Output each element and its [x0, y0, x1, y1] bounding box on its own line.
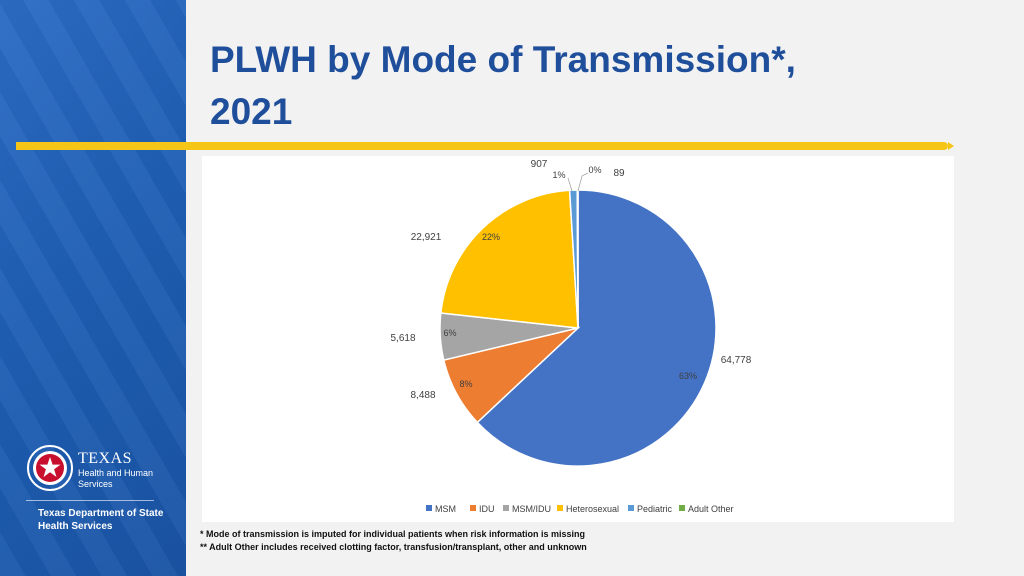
chart-panel: 64,778 63% 8,488 8% 5,618 6% 22,921 22% 907 1% 89 0… [202, 156, 954, 522]
leader-line-adult-other [577, 172, 589, 192]
dshs-line-2: Health Services [38, 521, 113, 532]
legend-label-msm: MSM [435, 504, 456, 514]
logo-sub-line-2: Services [78, 479, 113, 489]
value-label-msm-idu: 5,618 [390, 333, 415, 344]
logo-subtitle: Health and Human Services [78, 468, 158, 490]
legend-swatch-idu [470, 505, 476, 511]
logo-sub-line-1: Health and Human [78, 468, 154, 478]
legend-label-adult-other: Adult Other [688, 504, 734, 514]
value-label-adult-other: 89 [613, 168, 625, 179]
texas-seal-icon [27, 445, 73, 491]
dshs-line-1: Texas Department of State [38, 508, 164, 519]
value-label-msm: 64,778 [721, 355, 752, 366]
pie-slice-msm [476, 189, 717, 467]
legend-label-idu: IDU [479, 504, 495, 514]
title-divider [16, 142, 954, 150]
leader-line-pediatric [567, 177, 573, 192]
value-label-idu: 8,488 [410, 390, 435, 401]
legend-swatch-msm [426, 505, 432, 511]
slide-title: PLWH by Mode of Transmission*, 2021 [210, 34, 910, 138]
legend-swatch-adult-other [679, 505, 685, 511]
legend-swatch-heterosexual [557, 505, 563, 511]
logo-divider [26, 500, 154, 501]
title-line-2: 2021 [210, 91, 293, 132]
pie-chart: 64,778 63% 8,488 8% 5,618 6% 22,921 22% 907 1% 89 0… [390, 159, 752, 514]
legend-label-pediatric: Pediatric [637, 504, 673, 514]
dshs-name: Texas Department of State Health Service… [38, 507, 168, 533]
percent-label-idu: 8% [459, 379, 472, 389]
percent-label-msm: 63% [679, 371, 697, 381]
footnote-adult-other: ** Adult Other includes received clottin… [200, 542, 587, 552]
logo-name: TEXAS [78, 450, 133, 467]
legend-swatch-msm-idu [503, 505, 509, 511]
pie-slice-heterosexual [439, 189, 579, 329]
percent-label-pediatric: 1% [552, 170, 565, 180]
footnote-mode: * Mode of transmission is imputed for in… [200, 529, 586, 539]
legend-label-msm-idu: MSM/IDU [512, 504, 551, 514]
legend-label-heterosexual: Heterosexual [566, 504, 619, 514]
percent-label-msm-idu: 6% [443, 328, 456, 338]
value-label-heterosexual: 22,921 [411, 232, 442, 243]
legend-swatch-pediatric [628, 505, 634, 511]
value-label-pediatric: 907 [531, 159, 548, 170]
hhs-logo: TEXAS Health and Human Services [26, 444, 156, 494]
percent-label-heterosexual: 22% [482, 232, 500, 242]
title-line-1: PLWH by Mode of Transmission*, [210, 39, 796, 80]
pie-slice-adult-other [576, 189, 579, 329]
percent-label-adult-other: 0% [588, 165, 601, 175]
